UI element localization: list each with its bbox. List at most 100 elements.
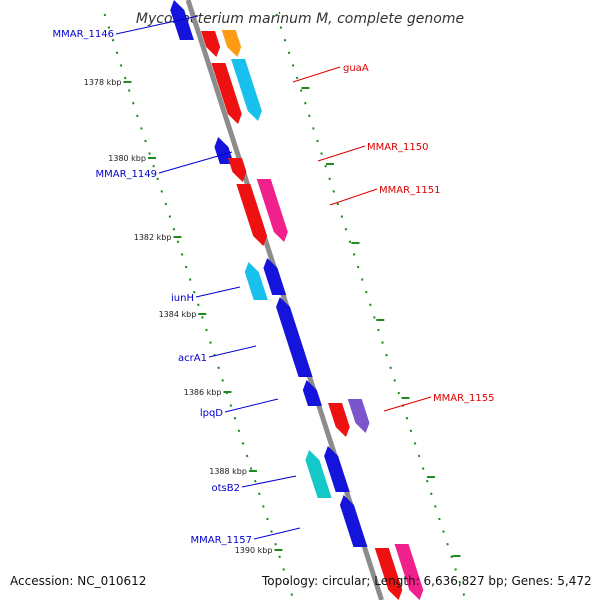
ruler-dot-left [184,265,188,269]
leader-line-iunh [195,286,241,298]
ruler-dot-left [209,341,212,344]
genome-summary-text: Topology: circular; Length: 6,636,827 bp… [262,574,592,588]
ruler-dot-right [381,341,384,344]
ruler-dot-right [446,542,449,546]
ruler-dot-right [312,127,315,130]
leader-line-mmar-1151 [329,188,378,206]
gene-arrow-guaa[interactable] [211,63,242,124]
ruler-dot-right [389,366,392,370]
gene-label-mmar-1155[interactable]: MMAR_1155 [433,393,495,404]
ruler-dot-right [369,303,372,307]
gene-label-otsb2[interactable]: otsB2 [212,483,240,494]
ruler-dot-right [328,177,331,181]
leader-line-lpqd [224,398,279,413]
ruler-dot-left [132,101,135,105]
ruler-dot-right [316,139,319,143]
ruler-dot-left [188,278,192,281]
ruler-dot-right [442,530,445,533]
gene-arrow[interactable] [263,258,287,295]
ruler-dot-right [458,580,462,584]
ruler-dot-left [249,467,253,470]
ruler-dot-right [348,240,352,244]
gene-arrow-otsb2[interactable] [305,450,332,498]
gene-arrow[interactable] [256,179,288,242]
ruler-dot-right [360,278,364,281]
gene-arrow[interactable] [324,446,350,492]
gene-arrow[interactable] [374,548,403,600]
gene-label-mmar-1146[interactable]: MMAR_1146 [53,29,115,40]
leader-line-otsb2 [241,475,297,488]
ruler-dot-left [245,454,249,458]
leader-line-mmar-1149 [158,151,233,174]
gene-label-mmar-1149[interactable]: MMAR_1149 [96,169,158,180]
ruler-dot-left [103,13,107,17]
ruler-dot-left [168,215,172,218]
ruler-dot-right [295,76,299,80]
ruler-dot-right [377,328,380,332]
scale-label: 1386 kbp [184,388,222,397]
ruler-dot-right [409,429,413,433]
gene-arrow[interactable] [394,544,424,600]
ruler-dot-left [286,580,290,584]
ruler-dot-left [107,26,111,29]
gene-label-iunh[interactable]: iunH [171,293,194,304]
gene-arrow-lpqd[interactable] [302,380,322,406]
ruler-dot-right [291,64,295,67]
ruler-dot-left [237,429,241,433]
gene-label-mmar-1151[interactable]: MMAR_1151 [379,185,441,196]
ruler-dot-right [275,13,279,17]
ruler-dot-left [270,530,273,533]
ruler-dot-left [148,152,151,155]
ruler-dot-right [417,454,421,458]
scale-label: 1388 kbp [209,467,247,476]
ruler-dot-right [393,379,396,382]
ruler-dot-left [160,190,164,193]
gene-arrow-mmar-1150[interactable] [227,158,247,182]
gene-arrow[interactable] [201,31,221,57]
ruler-dot-left [229,404,233,407]
ruler-dot-left [164,202,168,206]
ruler-dot-left [282,568,285,571]
gene-label-lpqd[interactable]: lpqD [200,408,223,419]
ruler-dot-left [201,316,204,319]
ruler-dot-left [127,89,131,92]
ruler-dot-left [115,51,119,55]
ruler-dot-right [352,253,356,256]
gene-arrow[interactable] [221,30,242,57]
ruler-dot-right [299,89,303,92]
gene-label-mmar-1150[interactable]: MMAR_1150 [367,142,429,153]
gene-arrow-mmar-1151[interactable] [236,184,268,246]
ruler-dot-right [308,114,311,118]
ruler-dot-right [413,442,417,445]
gene-label-acra1[interactable]: acrA1 [178,353,207,364]
ruler-dot-right [397,391,401,395]
ruler-dot-right [324,164,327,168]
gene-arrow-mmar-1149[interactable] [214,137,234,164]
leader-line-acra1 [208,345,257,358]
scale-label: 1384 kbp [159,310,197,319]
ruler-dot-right [340,215,344,218]
gene-arrow-iunh[interactable] [244,262,268,300]
ruler-dot-left [262,505,265,508]
gene-arrow-mmar-1155[interactable] [328,403,350,437]
ruler-dot-left [290,593,294,596]
ruler-dot-left [217,366,220,370]
scale-label: 1380 kbp [108,154,146,163]
gene-arrow-mmar-1157[interactable] [339,495,368,547]
gene-arrow[interactable] [231,59,262,121]
leader-line-mmar-1157 [253,527,301,540]
gene-label-mmar-1157[interactable]: MMAR_1157 [191,535,253,546]
gene-arrow[interactable] [347,399,370,433]
ruler-dot-right [373,316,376,319]
ruler-dot-right [283,38,287,42]
gene-arrow-acra1[interactable] [276,297,313,377]
ruler-dot-right [425,479,429,483]
ruler-dot-left [111,38,115,42]
gene-label-guaa[interactable]: guaA [343,63,369,74]
leader-line-mmar-1155 [383,396,432,412]
ruler-dot-left [197,303,200,307]
ruler-dot-right [279,26,283,29]
scale-label: 1382 kbp [134,233,172,242]
ruler-dot-left [192,290,196,294]
